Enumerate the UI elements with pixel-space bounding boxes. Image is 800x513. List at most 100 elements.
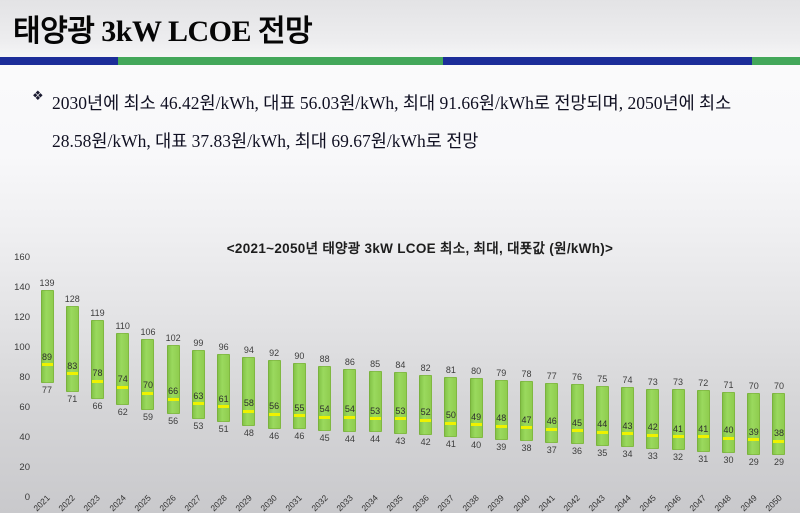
representative-marker [571,429,583,432]
representative-marker [470,423,482,426]
representative-marker [773,439,785,443]
x-axis-year-label: 2031 [283,492,305,513]
max-label: 70 [773,381,784,391]
divider-segment-4 [752,57,800,65]
range-bar [595,385,609,446]
min-label: 29 [748,456,759,467]
representative-marker [66,372,78,375]
range-bar [469,378,483,438]
representative-label: 89 [41,351,52,362]
representative-marker [167,397,179,401]
max-label: 73 [672,376,683,387]
representative-marker [622,432,634,435]
min-label: 53 [193,420,204,431]
range-bar [65,306,79,392]
range-bar [520,381,534,441]
representative-label: 40 [723,425,734,435]
x-axis-year-label: 2045 [637,492,658,513]
y-axis-tick-label: 160 [14,252,30,263]
max-label: 119 [90,307,105,318]
representative-marker [142,391,154,395]
min-label: 29 [773,456,784,467]
range-bar [141,339,155,410]
max-label: 84 [395,360,406,370]
x-axis-year-label: 2039 [485,492,507,513]
representative-label: 53 [370,405,381,416]
divider-segment-1 [0,57,118,65]
range-bar [217,354,231,422]
y-axis-tick-label: 100 [14,342,30,353]
max-label: 128 [64,294,80,304]
min-label: 33 [647,450,658,461]
min-label: 44 [344,434,355,444]
min-label: 48 [243,428,254,438]
x-axis-year-label: 2038 [460,492,481,513]
representative-marker [41,363,53,366]
min-label: 30 [723,455,734,465]
y-axis-tick-label: 20 [19,462,30,473]
divider-bar [0,57,800,65]
x-axis-year-label: 2048 [712,492,734,513]
max-label: 94 [243,345,254,355]
representative-label: 46 [546,416,557,426]
divider-segment-3 [443,57,752,65]
range-bar [292,363,306,429]
x-axis-year-label: 2032 [309,492,330,513]
max-label: 99 [193,337,204,348]
x-axis-year-label: 2050 [763,492,784,513]
max-label: 71 [723,379,734,390]
range-bar [671,388,685,450]
range-bar [696,390,710,452]
min-label: 38 [521,443,532,453]
max-label: 70 [748,381,759,391]
range-bar [90,319,104,399]
x-axis-year-label: 2036 [409,492,431,513]
range-bar [242,357,256,426]
representative-label: 52 [420,407,431,417]
min-label: 42 [420,437,431,447]
chart-area: 0 20 40 60 80 100 120 140 160 139 89 77 2021 128 83 71 2… [0,250,800,513]
representative-label: 58 [243,398,254,408]
x-axis-year-label: 2023 [81,492,103,513]
representative-label: 70 [142,380,153,390]
x-axis-year-label: 2025 [132,492,153,513]
representative-marker [596,430,608,434]
representative-label: 49 [471,411,482,422]
representative-marker [268,412,280,416]
min-label: 71 [67,393,78,404]
x-axis-year-label: 2026 [157,492,179,513]
max-label: 72 [698,378,709,388]
range-bar [419,375,433,435]
max-label: 106 [140,327,156,337]
min-label: 40 [471,440,482,450]
representative-label: 45 [572,417,583,428]
max-label: 90 [294,351,305,361]
max-label: 76 [572,372,583,382]
range-bar [747,393,761,455]
representative-label: 54 [319,404,330,414]
max-label: 73 [647,376,658,387]
representative-label: 55 [294,402,305,413]
range-bar [40,289,54,383]
representative-label: 53 [395,405,406,416]
representative-marker [369,417,381,420]
y-axis-tick-label: 0 [24,492,30,503]
max-label: 75 [597,373,608,384]
representative-label: 47 [521,414,532,425]
range-bar [393,372,407,434]
range-bar [166,345,180,414]
representative-label: 78 [92,368,103,378]
representative-marker [672,435,684,438]
representative-label: 41 [698,423,709,434]
representative-label: 43 [622,420,633,431]
page-title: 태양광 3kW LCOE 전망 [13,15,313,48]
representative-marker [748,438,760,441]
range-bar [318,366,332,431]
representative-label: 41 [672,423,683,434]
x-axis-year-label: 2030 [258,492,279,513]
min-label: 31 [698,453,709,464]
representative-label: 48 [496,413,507,423]
range-bar [646,388,660,449]
max-label: 86 [344,357,355,367]
range-bar [116,333,130,405]
